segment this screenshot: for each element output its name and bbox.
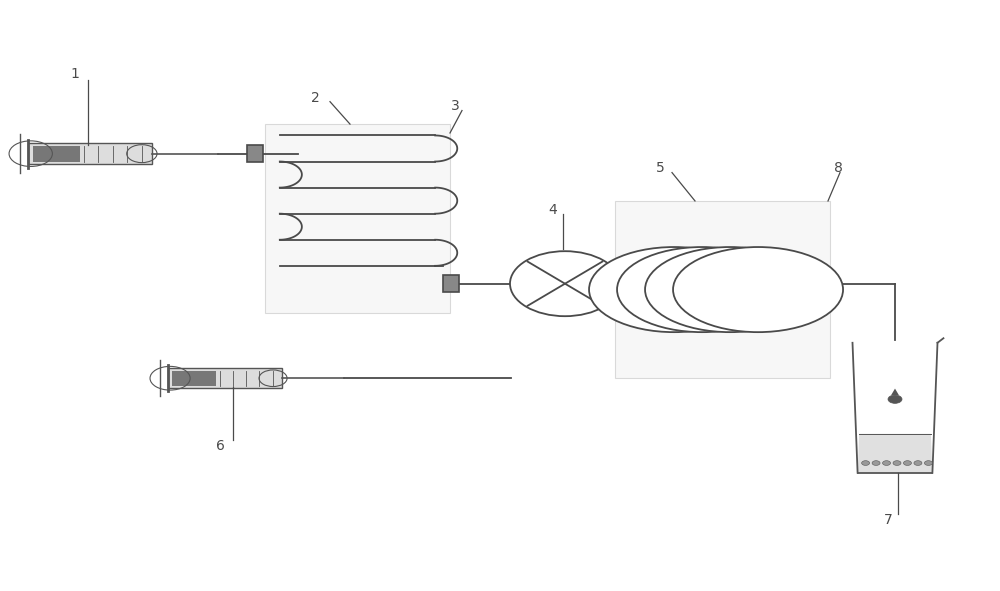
Ellipse shape [589,247,759,332]
Polygon shape [858,434,932,473]
Circle shape [893,461,901,466]
Text: 2: 2 [311,90,319,105]
Text: 8: 8 [834,161,842,176]
Bar [172,371,216,386]
Ellipse shape [673,247,843,332]
Circle shape [872,461,880,466]
Text: 5: 5 [656,161,664,176]
Text: 3: 3 [451,99,459,113]
Bar [247,145,263,162]
Circle shape [903,461,911,466]
Circle shape [924,461,932,466]
Text: 7: 7 [884,513,892,527]
Circle shape [888,395,902,403]
Bar [33,145,80,162]
Bar [615,201,830,378]
Bar [265,124,450,313]
Ellipse shape [645,247,815,332]
Ellipse shape [617,247,787,332]
Text: 4: 4 [549,203,557,217]
Text: 1: 1 [71,67,79,81]
Polygon shape [891,388,899,395]
Circle shape [862,461,870,466]
Circle shape [883,461,891,466]
Bar [28,143,152,164]
Bar [168,368,282,388]
Circle shape [914,461,922,466]
Circle shape [510,251,620,316]
Bar [443,275,459,292]
Text: 6: 6 [216,439,224,453]
